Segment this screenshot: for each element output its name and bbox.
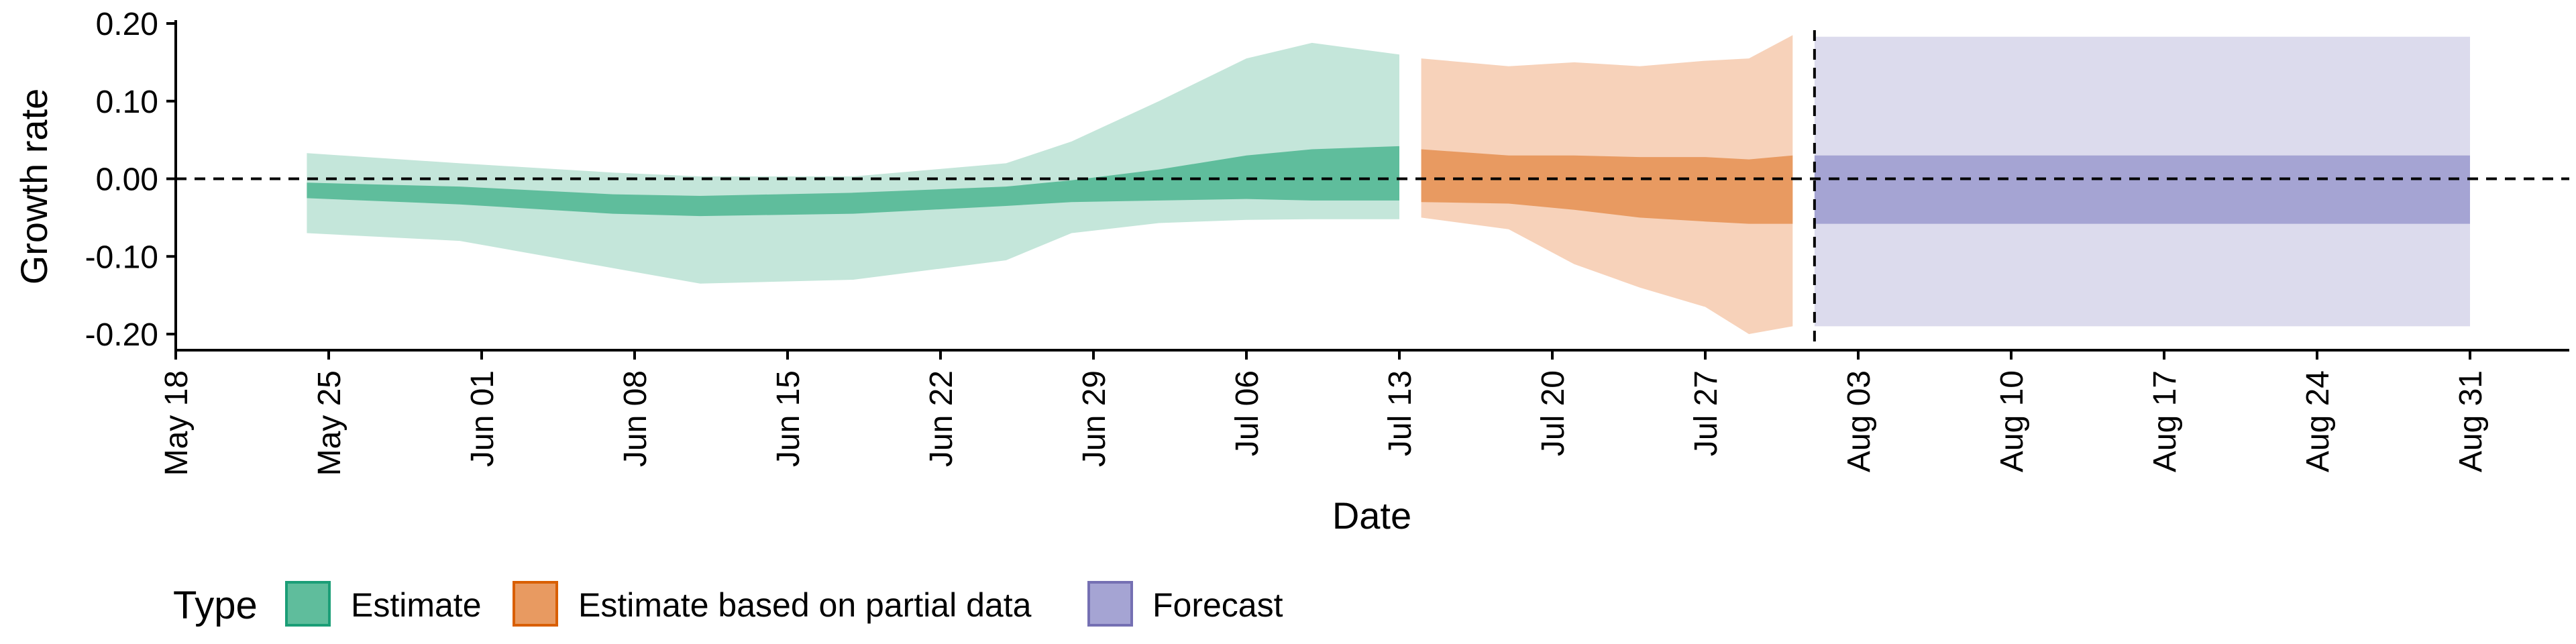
x-tick-label: Jun 15	[771, 370, 806, 467]
x-tick-label: Aug 10	[1994, 370, 2030, 472]
x-tick-label: Jul 13	[1383, 370, 1418, 456]
x-tick-label: Jul 06	[1230, 370, 1265, 456]
x-axis-title: Date	[1332, 494, 1411, 537]
legend-label: Forecast	[1152, 586, 1283, 624]
x-tick-label: Aug 31	[2453, 370, 2489, 472]
x-tick-label: Aug 24	[2300, 370, 2336, 472]
reference-lines	[176, 30, 2569, 350]
chart-bands	[307, 35, 2470, 335]
y-tick-label: 0.10	[96, 85, 158, 120]
x-tick-label: Jul 20	[1536, 370, 1571, 456]
legend-key	[1087, 581, 1133, 627]
y-tick-label: -0.20	[85, 317, 158, 353]
x-tick-label: May 25	[312, 370, 347, 476]
x-tick-label: Jun 22	[924, 370, 959, 467]
legend: Type Estimate Estimate based on partial d…	[173, 581, 1283, 627]
y-axis-title: Growth rate	[13, 89, 55, 285]
x-tick-label: Jun 01	[465, 370, 500, 467]
y-tick-label: 0.20	[96, 7, 158, 42]
legend-key	[513, 581, 558, 627]
y-tick-label: 0.00	[96, 162, 158, 198]
x-tick-label: Aug 03	[1841, 370, 1877, 472]
legend-label: Estimate based on partial data	[578, 586, 1032, 624]
band-inner-2	[1421, 149, 1793, 224]
legend-title: Type	[173, 584, 258, 627]
x-tick-label: Jun 29	[1077, 370, 1112, 467]
x-tick-label: Jul 27	[1688, 370, 1724, 456]
y-tick-label: -0.10	[85, 239, 158, 275]
legend-label: Estimate	[351, 586, 482, 624]
x-tick-label: May 18	[159, 370, 195, 476]
band-outer-1	[307, 42, 1399, 284]
x-tick-label: Jun 08	[618, 370, 653, 467]
band-inner-1	[307, 146, 1399, 217]
x-tick-label: Aug 17	[2147, 370, 2183, 472]
band-inner-3	[1814, 155, 2470, 224]
legend-key	[285, 581, 331, 627]
